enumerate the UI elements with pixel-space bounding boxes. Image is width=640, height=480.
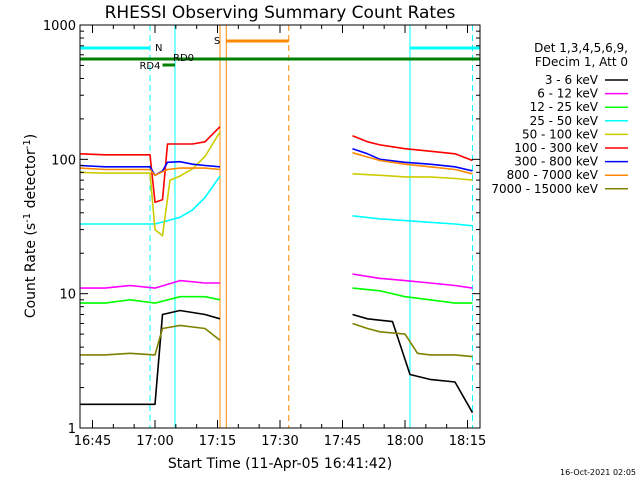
legend-label-6: 300 - 800 keV: [514, 155, 598, 169]
legend-label-7: 800 - 7000 keV: [507, 168, 599, 182]
legend-label-8: 7000 - 15000 keV: [491, 182, 598, 196]
legend-label-1: 6 - 12 keV: [537, 87, 599, 101]
series-line-5-seg-1: [352, 134, 473, 162]
series-line-8-seg-0: [80, 324, 221, 356]
x-tick-label-6: 18:15: [449, 434, 486, 449]
legend-label-2: 12 - 25 keV: [530, 100, 599, 114]
x-tick-label-3: 17:30: [261, 434, 298, 449]
y-axis-label-part3: ): [23, 134, 39, 139]
legend-header-line2: FDecim 1, Att 0: [535, 55, 628, 69]
series-line-3-seg-1: [352, 215, 473, 227]
x-tick-label-5: 18:00: [386, 434, 423, 449]
y-axis-label-sup2: -1: [22, 139, 33, 149]
y-axis-label-sup1: -1: [22, 213, 33, 223]
footer-date: 16-Oct-2021 02:05: [560, 468, 636, 477]
x-tick-label-1: 17:00: [136, 434, 173, 449]
series-line-0-seg-1: [352, 313, 474, 414]
legend-header-line1: Det 1,3,4,5,6,9,: [534, 41, 628, 55]
plot-frame: [79, 24, 481, 429]
series-line-3-seg-0: [80, 175, 221, 225]
axes: 16:45 17:00 17:15 17:30 17:45 18:00 18:15 1 10 10…: [43, 19, 486, 449]
series-line-2-seg-1: [352, 287, 473, 304]
y-axis-label-part2: detector: [23, 149, 39, 213]
y-tick-label-2: 100: [51, 153, 76, 168]
legend-label-5: 100 - 300 keV: [514, 141, 598, 155]
series-line-1-seg-0: [80, 279, 220, 289]
x-axis-label: Start Time (11-Apr-05 16:41:42): [168, 456, 392, 472]
series-line-6-seg-0: [79, 160, 221, 177]
series-line-0-seg-0: [80, 309, 221, 406]
series-line-2-seg-0: [80, 295, 221, 304]
rd4-label: RD4: [139, 61, 160, 72]
legend-label-4: 50 - 100 keV: [522, 127, 599, 141]
x-tick-label-0: 16:45: [74, 434, 111, 449]
night-label: N: [155, 43, 162, 54]
saa-label: S: [214, 36, 220, 47]
legend: Det 1,3,4,5,6,9, FDecim 1, Att 0 3 - 6 k…: [491, 41, 628, 196]
y-axis-label: Count Rate (s-1 detector-1): [22, 134, 39, 318]
legend-label-3: 25 - 50 keV: [530, 114, 599, 128]
x-tick-label-2: 17:15: [199, 434, 236, 449]
y-tick-label-3: 1000: [43, 19, 76, 34]
series-line-4-seg-1: [352, 173, 473, 181]
series-line-6-seg-1: [352, 147, 473, 172]
series-line-7-seg-1: [352, 151, 473, 175]
y-tick-label-1: 10: [59, 288, 76, 303]
series-line-7-seg-0: [79, 167, 221, 177]
marks-layer: N S RD0 RD4: [79, 25, 480, 428]
series-line-5-seg-0: [79, 126, 221, 203]
y-axis-label-part1: Count Rate (s: [23, 223, 39, 318]
legend-label-0: 3 - 6 keV: [545, 73, 599, 87]
x-tick-label-4: 17:45: [324, 434, 361, 449]
rd0-label: RD0: [173, 53, 194, 64]
series-line-1-seg-1: [352, 273, 473, 289]
series-line-8-seg-1: [352, 322, 473, 358]
y-tick-label-0: 1: [68, 422, 76, 437]
chart-title: RHESSI Observing Summary Count Rates: [105, 3, 456, 23]
